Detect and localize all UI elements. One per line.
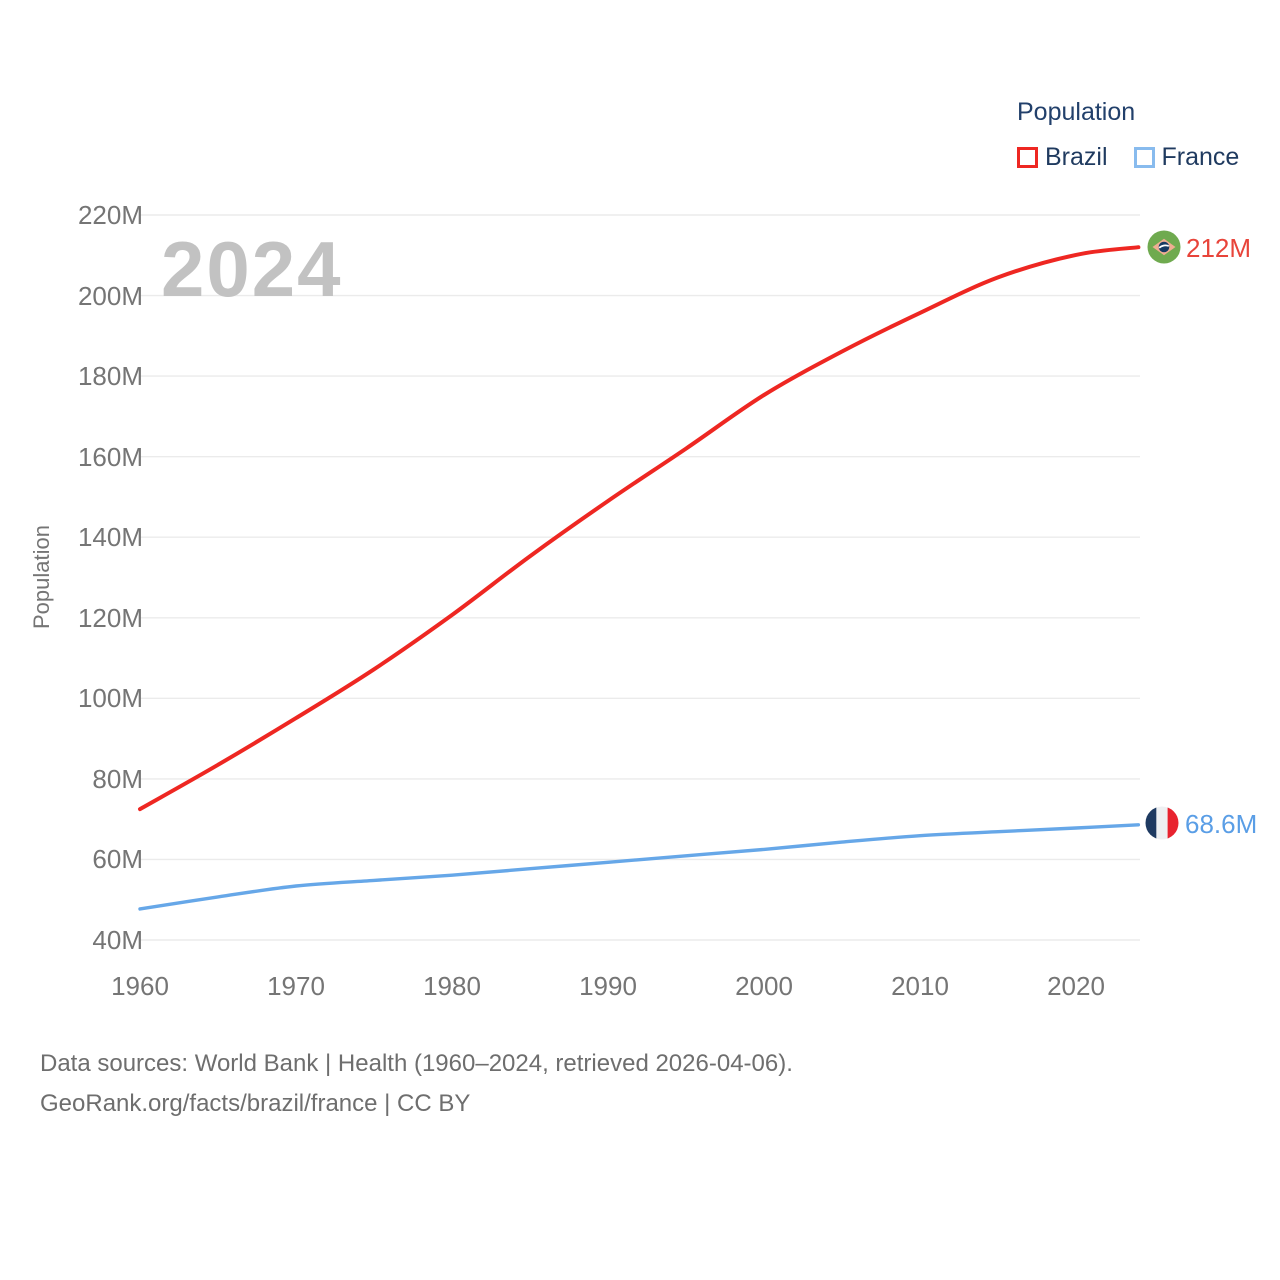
y-axis-tick-label: 220M <box>77 200 143 230</box>
france-flag-icon <box>1145 806 1179 840</box>
x-axis-tick-label: 1990 <box>579 971 637 1001</box>
y-axis-tick-label: 40M <box>92 925 143 955</box>
y-axis-tick-label: 180M <box>77 361 143 392</box>
y-axis-tick-label: 80M <box>92 763 143 794</box>
x-axis-tick-label: 2010 <box>891 971 949 1001</box>
x-axis-tick-label: 1980 <box>423 971 481 1001</box>
legend-item-label: Brazil <box>1045 143 1108 171</box>
y-axis-tick-label: 160M <box>77 441 143 472</box>
y-axis-tick-label: 100M <box>77 683 143 714</box>
chart-footer: Data sources: World Bank | Health (1960–… <box>40 1044 793 1124</box>
x-axis-tick-label: 2000 <box>735 971 793 1001</box>
data-sources-note: Data sources: World Bank | Health (1960–… <box>40 1050 793 1077</box>
y-axis-tick-label: 60M <box>92 844 143 875</box>
watermark-year: 2024 <box>161 225 343 313</box>
legend-item-france[interactable]: France <box>1133 143 1240 172</box>
france-end-value-label: 68.6M <box>1185 809 1258 839</box>
y-axis-tick-label: 140M <box>77 522 143 553</box>
legend-item-label: France <box>1161 143 1240 171</box>
x-axis-tick-label: 1960 <box>111 971 169 1001</box>
brazil-flag-icon <box>1147 230 1181 264</box>
y-axis-tick-label: 120M <box>77 602 143 633</box>
france-series-swatch-icon <box>1133 147 1155 168</box>
x-axis-tick-label: 2020 <box>1047 971 1105 1001</box>
chart-legend: Population Brazil France <box>1017 98 1239 172</box>
brazil-series-swatch-icon <box>1017 147 1038 168</box>
legend-item-brazil[interactable]: Brazil <box>1017 143 1108 172</box>
brazil-series-line[interactable] <box>138 245 1141 812</box>
france-series-line[interactable] <box>138 823 1141 911</box>
x-axis-tick-label: 1970 <box>267 971 325 1001</box>
brazil-end-value-label: 212M <box>1186 233 1252 263</box>
attribution-note: GeoRank.org/facts/brazil/france | CC BY <box>40 1090 471 1117</box>
legend-title: Population <box>1017 98 1136 126</box>
y-axis-tick-label: 200M <box>77 280 143 311</box>
